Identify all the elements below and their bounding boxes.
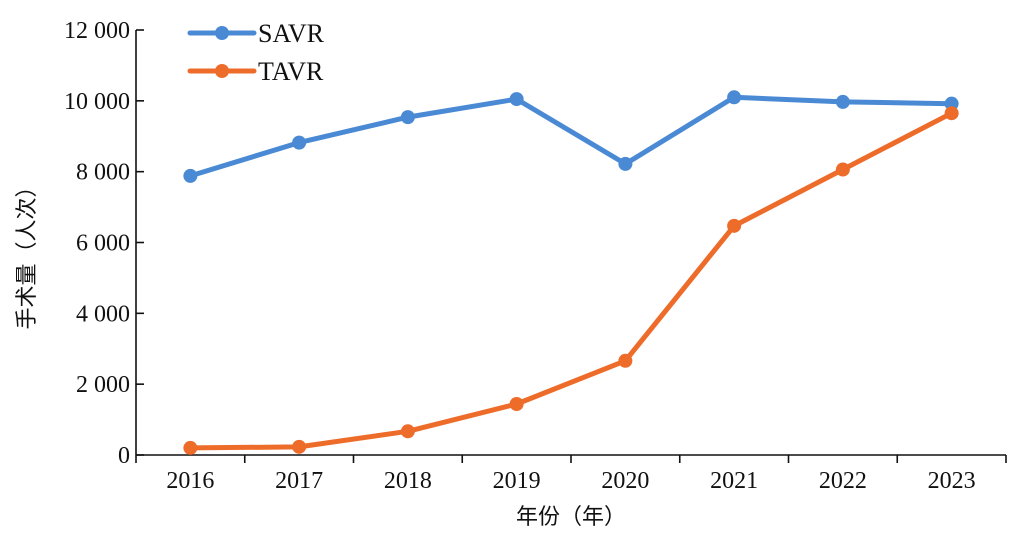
data-point-savr [183,168,198,183]
x-axis-title: 年份（年） [516,505,626,530]
y-tick-label: 10 000 [64,89,130,115]
y-tick-label: 2 000 [76,372,130,398]
x-tick-label: 2022 [819,468,867,494]
series-line-savr [187,94,955,179]
data-point-tavr [509,397,524,411]
x-axis: 2016 2017 2018 2019 2020 2021 2022 2023 [135,454,1007,494]
data-point-tavr [944,106,959,121]
y-tick-label: 6 000 [76,231,130,257]
x-tick-label: 2018 [384,468,432,494]
data-point-tavr [727,218,742,233]
series-layer [183,90,959,455]
series-tavr [183,106,959,455]
data-point-tavr [400,424,415,439]
x-tick-label: 2019 [493,468,541,494]
data-point-savr [292,135,307,150]
data-point-savr [509,92,524,107]
y-tick-label: 8 000 [76,160,130,186]
data-point-savr [618,156,633,171]
data-point-savr [400,110,415,125]
legend-swatch-marker [215,64,229,78]
data-point-tavr [835,162,850,177]
x-tick-label: 2016 [166,468,214,494]
legend: SAVR TAVR [187,19,325,86]
data-point-savr [944,96,959,111]
data-point-tavr [292,439,307,454]
x-tick-label: 2021 [710,468,758,494]
data-point-savr [727,90,742,105]
legend-label: SAVR [258,19,325,48]
data-point-tavr [183,440,198,455]
y-axis-title: 手术量（人次） [15,175,40,329]
y-axis: 0 2 000 4 000 6 000 8 000 10 000 12 000 [64,18,144,469]
y-tick-label: 0 [118,443,130,469]
series-line-tavr [187,110,955,451]
legend-label: TAVR [258,57,324,86]
legend-swatch-marker [215,26,229,40]
data-point-tavr [618,353,633,368]
y-tick-label: 4 000 [76,301,130,327]
x-tick-label: 2017 [275,468,323,494]
x-tick-label: 2020 [601,468,649,494]
x-tick-label: 2023 [928,468,976,494]
series-savr [183,90,959,183]
legend-item-tavr: TAVR [187,57,324,86]
y-tick-label: 12 000 [64,18,130,44]
data-point-savr [835,94,850,109]
legend-item-savr: SAVR [187,19,325,48]
